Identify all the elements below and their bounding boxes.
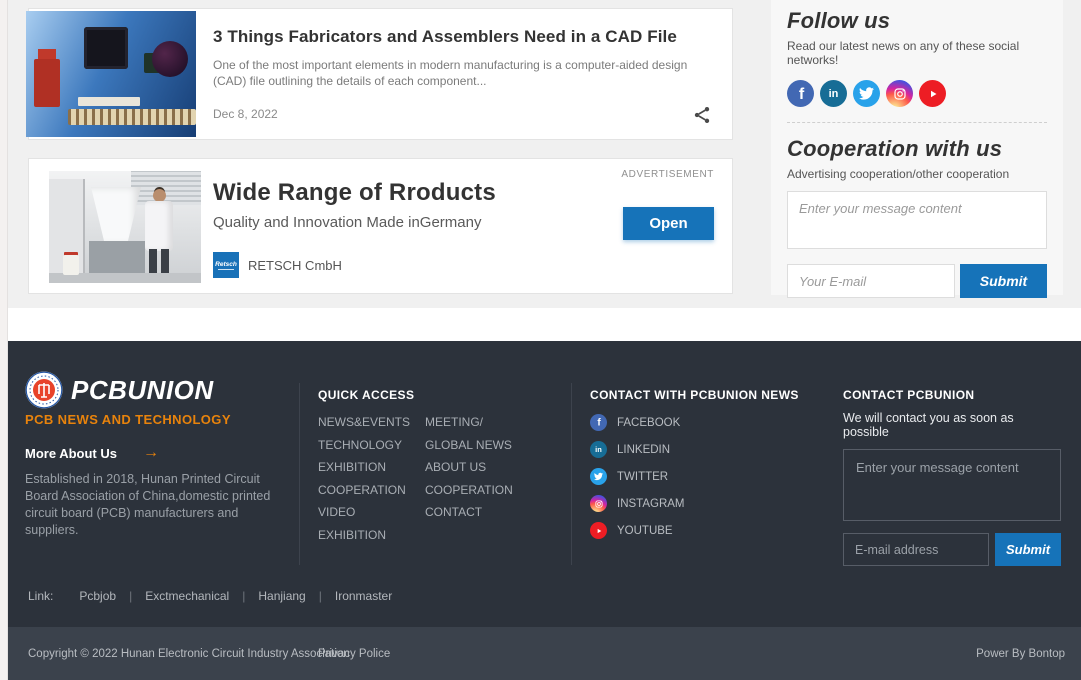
- news-title[interactable]: 3 Things Fabricators and Assemblers Need…: [213, 27, 677, 46]
- footer-divider: [571, 383, 572, 565]
- footer-email-input[interactable]: [843, 533, 989, 566]
- footer-linkedin-link[interactable]: in LINKEDIN: [590, 441, 799, 458]
- link-exctmechanical[interactable]: Exctmechanical: [145, 589, 230, 603]
- footer-link-exhibition[interactable]: EXHIBITION: [318, 460, 387, 474]
- advertiser-row: Retsch RETSCH CmbH: [213, 252, 342, 278]
- twitter-icon[interactable]: [853, 80, 880, 107]
- link-ironmaster[interactable]: Ironmaster: [334, 589, 393, 603]
- footer-link-contact[interactable]: CONTACT: [425, 505, 483, 519]
- footer-link-cooperation[interactable]: COOPERATION: [318, 482, 406, 497]
- more-about-us-link[interactable]: More About Us →: [25, 444, 159, 461]
- footer-link-news-events[interactable]: NEWS&EVENTS: [318, 415, 411, 429]
- brand-logo-row[interactable]: PCBUNION: [25, 371, 287, 409]
- quick-access-col2: MEETING/ GLOBAL NEWS ABOUT US COOPERATIO…: [425, 416, 513, 551]
- contact-news-heading: CONTACT WITH PCBUNION NEWS: [590, 388, 799, 402]
- youtube-icon[interactable]: [919, 80, 946, 107]
- brand-name: PCBUNION: [71, 374, 214, 405]
- cooperation-subtitle: Advertising cooperation/other cooperatio…: [787, 167, 1010, 181]
- footer-twitter-link[interactable]: TWITTER: [590, 468, 799, 485]
- sidebar: Follow us Read our latest news on any of…: [771, 0, 1063, 298]
- contact-form-subtitle: We will contact you as soon as possible: [843, 411, 1014, 439]
- follow-us-title: Follow us: [787, 8, 891, 33]
- linkedin-icon: in: [590, 441, 607, 458]
- arrow-right-icon: →: [142, 444, 159, 461]
- cooperation-message-input[interactable]: [787, 191, 1047, 249]
- footer-quick-access: QUICK ACCESS NEWS&EVENTS TECHNOLOGY EXHI…: [318, 388, 513, 551]
- link-hanjiang[interactable]: Hanjiang: [258, 589, 306, 603]
- ad-subtitle: Quality and Innovation Made inGermany: [213, 214, 482, 231]
- ad-content: Wide Range of Rroducts Quality and Innov…: [213, 179, 496, 231]
- news-card: 3 Things Fabricators and Assemblers Need…: [26, 8, 733, 140]
- news-excerpt: One of the most important elements in mo…: [213, 58, 688, 88]
- footer-facebook-link[interactable]: f FACEBOOK: [590, 414, 799, 431]
- page-left-margin: [0, 0, 8, 680]
- footer-form-row: Submit: [843, 533, 1063, 566]
- link-pcbjob[interactable]: Pcbjob: [79, 589, 117, 603]
- privacy-police-link[interactable]: Privacy Police: [318, 648, 391, 660]
- footer-link-exhibition-2[interactable]: EXHIBITION: [318, 527, 387, 542]
- retsch-logo: Retsch: [213, 252, 239, 278]
- news-date: Dec 8, 2022: [213, 107, 278, 121]
- brand-description: Established in 2018, Hunan Printed Circu…: [25, 472, 271, 537]
- footer-links-row: Link: Pcbjob | Exctmechanical | Hanjiang…: [28, 589, 393, 603]
- share-icon[interactable]: [692, 105, 712, 125]
- footer-link-technology[interactable]: TECHNOLOGY: [318, 437, 403, 452]
- footer-brand: PCBUNION PCB NEWS AND TECHNOLOGY More Ab…: [25, 371, 287, 539]
- ad-open-button[interactable]: Open: [623, 207, 714, 240]
- quick-access-heading: QUICK ACCESS: [318, 388, 415, 402]
- linkedin-icon[interactable]: in: [820, 80, 847, 107]
- instagram-icon: [590, 495, 607, 512]
- footer-divider: [299, 383, 300, 565]
- copyright-text: Copyright © 2022 Hunan Electronic Circui…: [28, 648, 350, 660]
- dashed-divider: [787, 122, 1047, 123]
- footer-link-about-us[interactable]: ABOUT US: [425, 460, 487, 474]
- power-by-bontop-link[interactable]: Power By Bontop: [976, 648, 1065, 660]
- social-icons-row: f in: [787, 80, 1047, 107]
- footer-link-video[interactable]: VIDEO: [318, 505, 356, 519]
- youtube-icon: [590, 522, 607, 539]
- footer-message-input[interactable]: [843, 449, 1061, 521]
- links-label: Link:: [28, 589, 54, 603]
- footer-link-cooperation-2[interactable]: COOPERATION: [425, 482, 513, 497]
- ad-thumbnail[interactable]: [49, 171, 201, 283]
- twitter-icon: [590, 468, 607, 485]
- follow-us-subtitle: Read our latest news on any of these soc…: [787, 39, 1020, 67]
- advertisement-label: ADVERTISEMENT: [621, 169, 714, 180]
- footer-link-meeting[interactable]: MEETING/: [425, 415, 484, 429]
- quick-access-col1: NEWS&EVENTS TECHNOLOGY EXHIBITION COOPER…: [318, 416, 425, 551]
- contact-pcbunion-heading: CONTACT PCBUNION: [843, 388, 975, 402]
- advertiser-name: RETSCH CmbH: [248, 257, 342, 273]
- pcbunion-logo-icon: [25, 371, 63, 409]
- instagram-icon[interactable]: [886, 80, 913, 107]
- brand-tagline: PCB NEWS AND TECHNOLOGY: [25, 412, 231, 427]
- footer-contact-news: CONTACT WITH PCBUNION NEWS f FACEBOOK in…: [590, 388, 799, 549]
- footer: PCBUNION PCB NEWS AND TECHNOLOGY More Ab…: [8, 341, 1081, 627]
- bottom-bar: Copyright © 2022 Hunan Electronic Circui…: [8, 627, 1081, 680]
- cooperation-form-row: Submit: [787, 264, 1047, 298]
- advertisement-card: ADVERTISEMENT Wide Range of Rroducts Qua…: [28, 158, 733, 294]
- cooperation-title: Cooperation with us: [787, 136, 1003, 161]
- cooperation-submit-button[interactable]: Submit: [960, 264, 1047, 298]
- footer-link-global-news[interactable]: GLOBAL NEWS: [425, 437, 512, 452]
- footer-youtube-link[interactable]: YOUTUBE: [590, 522, 799, 539]
- facebook-icon[interactable]: f: [787, 80, 814, 107]
- footer-submit-button[interactable]: Submit: [995, 533, 1061, 566]
- news-thumbnail[interactable]: [26, 11, 196, 137]
- footer-contact-form: CONTACT PCBUNION We will contact you as …: [843, 388, 1063, 566]
- news-content: 3 Things Fabricators and Assemblers Need…: [213, 27, 714, 89]
- ad-title: Wide Range of Rroducts: [213, 179, 496, 206]
- cooperation-email-input[interactable]: [787, 264, 955, 298]
- footer-instagram-link[interactable]: INSTAGRAM: [590, 495, 799, 512]
- facebook-icon: f: [590, 414, 607, 431]
